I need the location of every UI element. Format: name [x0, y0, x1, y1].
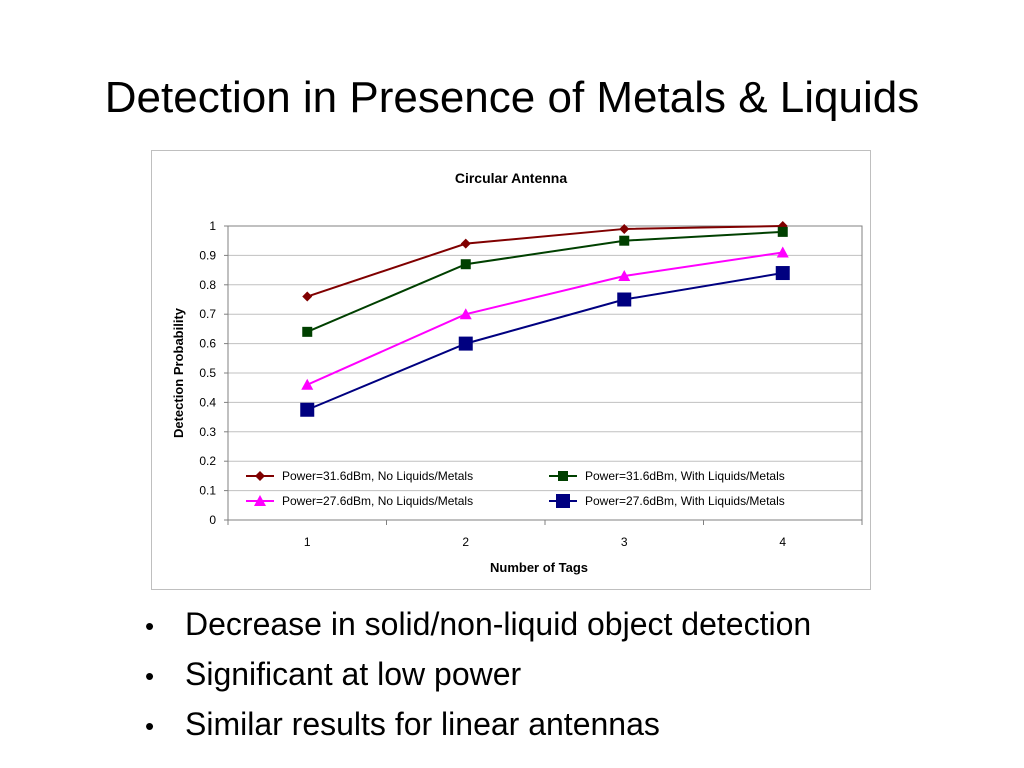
data-point — [619, 223, 630, 234]
legend-marker — [255, 471, 265, 481]
data-point — [302, 291, 313, 302]
data-point — [619, 235, 630, 246]
bullet-item: • Decrease in solid/non-liquid object det… — [145, 600, 811, 650]
bullet-text: Decrease in solid/non-liquid object dete… — [185, 606, 812, 642]
bullet-list: • Decrease in solid/non-liquid object det… — [145, 600, 811, 750]
x-axis-label: Number of Tags — [490, 560, 588, 575]
bullet-item: • Significant at low power — [145, 650, 811, 700]
chart-title: Circular Antenna — [455, 170, 567, 186]
data-point — [460, 238, 471, 249]
data-point — [460, 259, 471, 270]
series-line — [306, 230, 783, 333]
series-line — [306, 251, 783, 386]
data-point — [617, 292, 632, 307]
legend-label: Power=31.6dBm, No Liquids/Metals — [282, 469, 473, 483]
y-tick-label: 0.8 — [199, 278, 216, 292]
data-point — [459, 308, 472, 320]
x-tick-label: 4 — [779, 535, 786, 549]
legend-label: Power=27.6dBm, No Liquids/Metals — [282, 494, 473, 508]
y-tick-label: 1 — [209, 219, 216, 233]
y-tick-label: 0.1 — [199, 484, 216, 498]
bullet-text: Significant at low power — [185, 656, 522, 692]
x-tick-label: 1 — [304, 535, 311, 549]
y-tick-label: 0.7 — [199, 307, 216, 321]
x-tick-label: 2 — [462, 535, 469, 549]
y-tick-label: 0.9 — [199, 248, 216, 262]
data-point — [300, 402, 315, 417]
bullet-icon: • — [145, 611, 155, 641]
bullet-text: Similar results for linear antennas — [185, 706, 660, 742]
legend-label: Power=27.6dBm, With Liquids/Metals — [585, 494, 785, 508]
y-tick-label: 0.5 — [199, 366, 216, 380]
slide-title: Detection in Presence of Metals & Liquid… — [104, 73, 920, 122]
data-point — [776, 246, 789, 258]
data-point — [302, 326, 313, 337]
series-line — [306, 225, 783, 298]
bullet-item: • Similar results for linear antennas — [145, 700, 811, 750]
data-point — [775, 266, 790, 281]
legend-marker — [254, 495, 266, 506]
legend-marker — [558, 471, 568, 481]
bullet-icon: • — [145, 711, 155, 741]
line-chart: Circular Antenna 0 0.1 0.2 0.3 0.4 0.5 0.6 0.7 0.… — [171, 170, 863, 575]
data-point — [618, 269, 631, 281]
x-tick-label: 3 — [621, 535, 628, 549]
bullet-icon: • — [145, 661, 155, 691]
y-tick-label: 0.2 — [199, 454, 216, 468]
data-point — [301, 378, 314, 390]
y-axis-label: Detection Probability — [171, 307, 186, 438]
y-tick-label: 0.4 — [199, 395, 216, 409]
legend-label: Power=31.6dBm, With Liquids/Metals — [585, 469, 785, 483]
data-point — [777, 226, 788, 237]
y-tick-label: 0 — [209, 513, 216, 527]
data-point — [458, 336, 473, 351]
chart-frame: Circular Antenna 0 0.1 0.2 0.3 0.4 0.5 0.6 0.7 0.… — [151, 150, 871, 590]
y-tick-label: 0.6 — [199, 337, 216, 351]
y-tick-label: 0.3 — [199, 425, 216, 439]
legend-marker — [556, 494, 570, 508]
series-line — [306, 272, 783, 411]
